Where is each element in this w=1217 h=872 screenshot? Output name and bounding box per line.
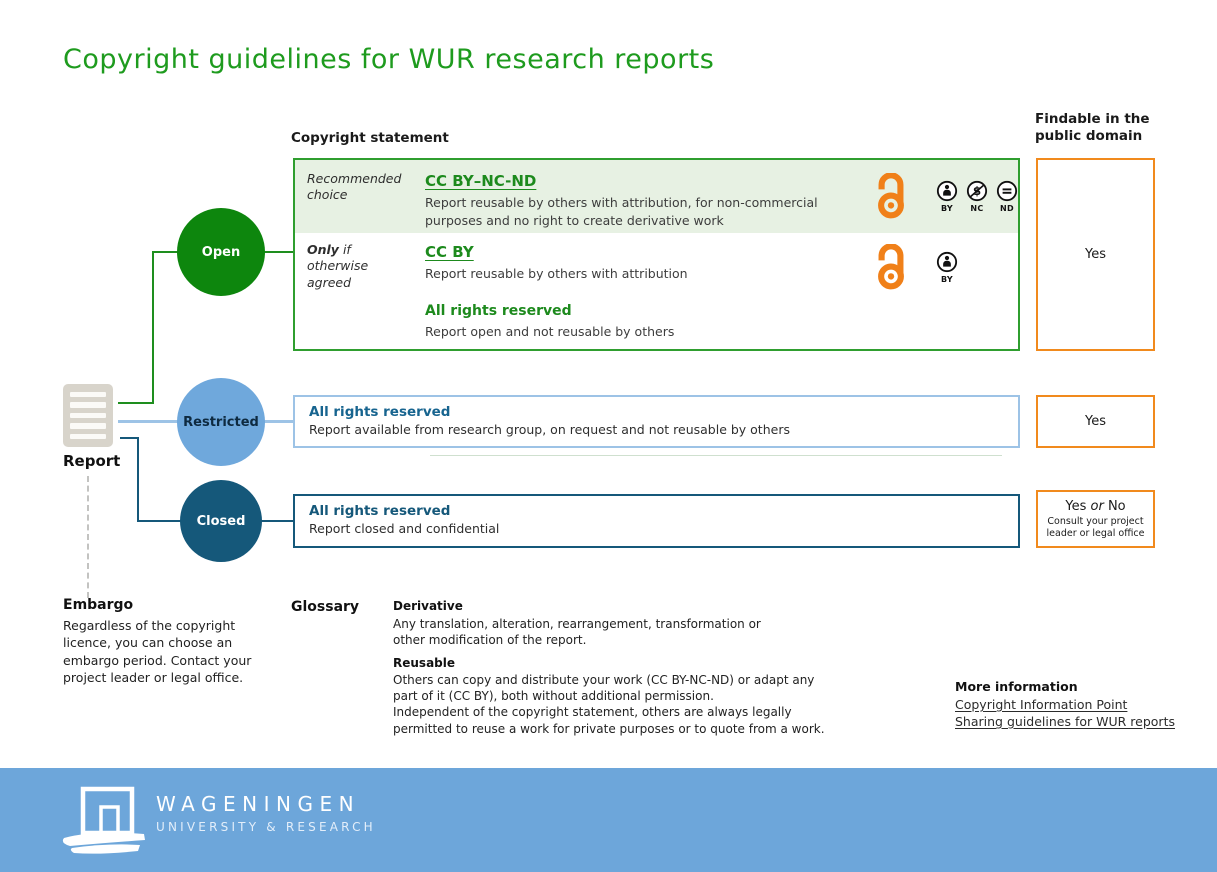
cc-by-icon: BY (935, 251, 959, 284)
closed-description: Report closed and confidential (309, 521, 500, 536)
embargo-dashed-connector (87, 476, 89, 598)
cc-by-nc-nd-description: Report reusable by others with attributi… (425, 195, 818, 228)
connector-report-open (152, 252, 154, 404)
row-divider (430, 455, 1002, 456)
cc-license-icons: BY (935, 251, 959, 284)
copyright-statement-header: Copyright statement (291, 130, 449, 146)
all-rights-open-main: All rights reserved Report open and not … (425, 300, 875, 341)
cc-by-row: Only if otherwise agreed CC BY Report re… (295, 233, 1018, 293)
report-icon-line (70, 423, 106, 429)
cc-by-nc-nd-icons: BY $ NC (875, 171, 1019, 219)
footer-bar (0, 768, 1217, 872)
glossary-heading: Glossary (291, 599, 360, 615)
closed-statement-box: All rights reserved Report closed and co… (293, 494, 1020, 548)
restricted-heading: All rights reserved (309, 404, 451, 420)
more-information-heading: More information (955, 679, 1078, 694)
findable-header: Findable in the public domain (1035, 111, 1150, 144)
cc-by-label: BY (940, 203, 954, 213)
all-rights-reserved-heading: All rights reserved (425, 303, 572, 319)
restricted-circle-label: Restricted (183, 414, 259, 430)
connector-open-box (263, 251, 294, 253)
cc-nc-icon: $ NC (965, 180, 989, 213)
cc-by-link[interactable]: CC BY (425, 243, 474, 261)
connector-report-open (118, 402, 154, 404)
recommended-choice-label: Recommended choice (307, 171, 402, 203)
findable-answer-open: Yes (1036, 158, 1155, 351)
report-icon-line (70, 391, 106, 398)
connector-closed-box (260, 520, 294, 522)
open-access-lock-icon (878, 173, 904, 219)
answer-restricted-label: Yes (1085, 414, 1106, 429)
connector-report-closed (120, 437, 139, 439)
cc-nd-label: ND (1000, 203, 1014, 213)
open-access-lock-icon (878, 244, 904, 290)
connector-report-closed (139, 520, 183, 522)
restricted-description: Report available from research group, on… (309, 422, 790, 437)
sharing-guidelines-link[interactable]: Sharing guidelines for WUR reports (955, 714, 1175, 729)
or-word: or (1090, 498, 1104, 514)
report-icon-line (70, 402, 106, 408)
only-if-otherwise-agreed-label: Only if otherwise agreed (307, 242, 425, 291)
cc-by-main: CC BY Report reusable by others with att… (425, 242, 875, 283)
cc-by-nc-nd-row: Recommended choice CC BY–NC-ND Report re… (295, 160, 1018, 233)
report-label: Report (63, 452, 121, 470)
all-rights-open-description: Report open and not reusable by others (425, 324, 675, 339)
answer-closed-label: Yes or No (1065, 499, 1125, 514)
cc-by-description: Report reusable by others with attributi… (425, 266, 688, 281)
cc-nd-icon: ND (995, 180, 1019, 213)
cc-by-label: BY (940, 274, 954, 284)
answer-closed-note: Consult your project leader or legal off… (1046, 515, 1145, 539)
cc-by-nc-nd-link[interactable]: CC BY–NC-ND (425, 172, 537, 190)
findable-answer-restricted: Yes (1036, 395, 1155, 448)
wur-org-name: WAGENINGEN (156, 792, 361, 816)
only-word: Only (307, 242, 339, 257)
open-circle-label: Open (201, 244, 241, 260)
report-document-icon (63, 384, 113, 447)
report-icon-line (70, 433, 106, 440)
restricted-statement-box: All rights reserved Report available fro… (293, 395, 1020, 448)
connector-restricted-box (263, 420, 294, 423)
wur-org-subtitle: UNIVERSITY & RESEARCH (156, 820, 376, 834)
closed-circle: Closed (180, 480, 262, 562)
restricted-circle: Restricted (177, 378, 265, 466)
closed-heading: All rights reserved (309, 503, 451, 519)
embargo-text: Regardless of the copyright licence, you… (63, 618, 252, 685)
findable-answer-closed: Yes or No Consult your project leader or… (1036, 490, 1155, 548)
cc-by-icons: BY (875, 242, 1004, 290)
no-word: No (1103, 498, 1126, 514)
glossary-def-derivative: Any translation, alteration, rearrangeme… (393, 617, 761, 648)
cc-license-icons: BY $ NC (935, 180, 1019, 213)
connector-report-restricted (118, 420, 179, 423)
open-statement-box: Recommended choice CC BY–NC-ND Report re… (293, 158, 1020, 456)
connector-report-open (152, 251, 179, 253)
closed-circle-label: Closed (196, 513, 246, 529)
only-rest: if otherwise agreed (307, 242, 369, 290)
copyright-information-point-link[interactable]: Copyright Information Point (955, 697, 1128, 712)
cc-nc-label: NC (970, 203, 984, 213)
report-icon-line (70, 412, 106, 419)
cc-by-nc-nd-main: CC BY–NC-ND Report reusable by others wi… (425, 171, 875, 230)
open-circle: Open (177, 208, 265, 296)
cc-by-icon: BY (935, 180, 959, 213)
glossary-term-reusable: Reusable (393, 656, 456, 670)
glossary-term-derivative: Derivative (393, 599, 463, 613)
glossary-def-reusable: Others can copy and distribute your work… (393, 673, 825, 736)
embargo-heading: Embargo (63, 597, 134, 613)
wur-gable-logo-icon (62, 786, 145, 854)
page-title: Copyright guidelines for WUR research re… (63, 44, 715, 75)
answer-open-label: Yes (1085, 247, 1106, 262)
yes-word: Yes (1065, 498, 1091, 514)
all-rights-open-row: All rights reserved Report open and not … (295, 293, 1018, 349)
connector-report-closed (137, 437, 139, 522)
